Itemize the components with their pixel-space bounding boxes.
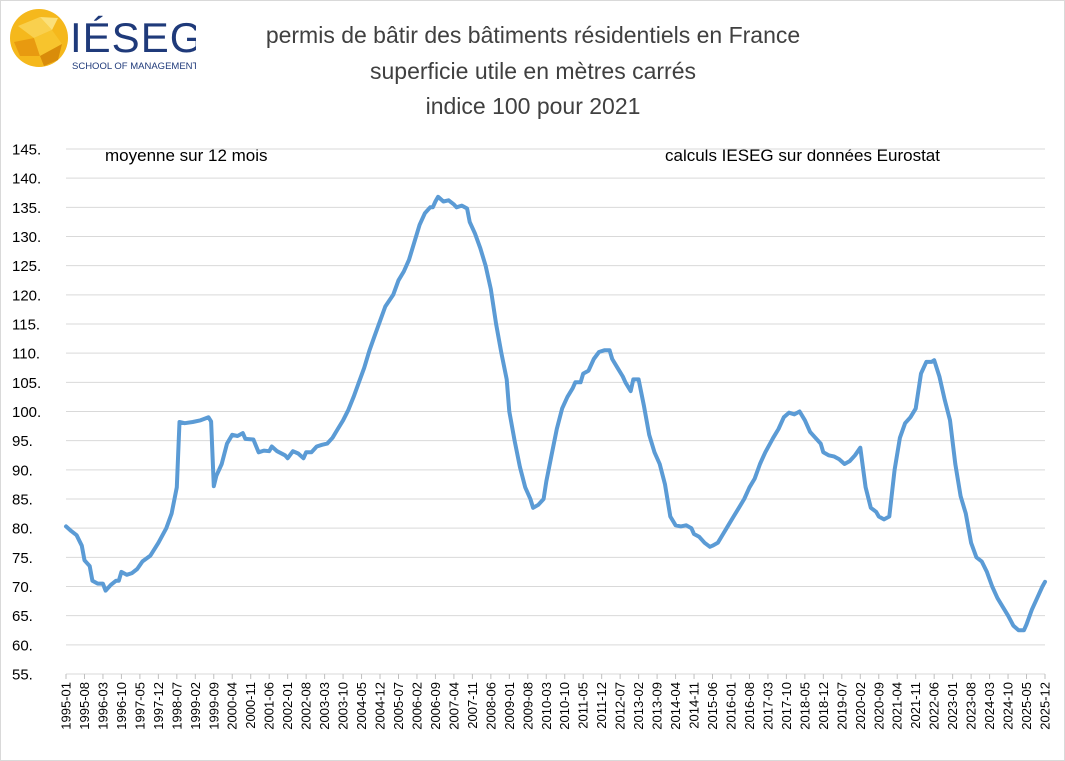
logo-globe-icon (10, 9, 68, 67)
logo-subtitle: SCHOOL OF MANAGEMENT (72, 61, 196, 72)
x-tick-label: 2025-12 (1038, 682, 1053, 730)
y-tick-label: 130. (12, 229, 41, 246)
x-tick-label: 2018-05 (797, 682, 812, 730)
x-tick-label: 2024-10 (1001, 682, 1016, 730)
x-tick-label: 2009-08 (520, 682, 535, 730)
x-tick-label: 2020-09 (871, 682, 886, 730)
y-tick-label: 90. (12, 462, 33, 479)
x-tick-label: 1996-10 (114, 682, 129, 730)
x-tick-label: 2006-09 (428, 682, 443, 730)
x-tick-label: 2008-06 (483, 682, 498, 730)
x-tick-label: 2021-04 (890, 682, 905, 730)
x-tick-label: 2013-02 (631, 682, 646, 730)
x-tick-label: 2016-01 (723, 682, 738, 730)
x-tick-label: 2013-09 (650, 682, 665, 730)
y-tick-label: 70. (12, 579, 33, 596)
x-tick-label: 2011-12 (594, 682, 609, 729)
x-tick-label: 2004-05 (354, 682, 369, 730)
y-tick-label: 95. (12, 433, 33, 450)
x-tick-label: 2022-06 (927, 682, 942, 730)
y-tick-label: 100. (12, 404, 41, 421)
x-tick-label: 1997-12 (151, 682, 166, 730)
x-tick-label: 2018-12 (816, 682, 831, 730)
x-tick-label: 1996-03 (95, 682, 110, 730)
x-tick-label: 1998-07 (169, 682, 184, 730)
x-tick-label: 2009-01 (502, 682, 517, 730)
chart-title-line-3: indice 100 pour 2021 (425, 93, 641, 119)
note-source: calculs IESEG sur données Eurostat (665, 146, 940, 165)
y-tick-label: 110. (12, 346, 40, 363)
x-tick-label: 2017-03 (760, 682, 775, 730)
x-tick-label: 2000-11 (243, 682, 258, 729)
x-tick-label: 2019-07 (834, 682, 849, 730)
y-tick-label: 115. (12, 317, 40, 334)
y-tick-label: 105. (12, 375, 41, 392)
logo-text: IÉSEG (70, 14, 196, 61)
x-tick-label: 2002-01 (280, 682, 295, 730)
y-tick-label: 60. (12, 637, 33, 654)
x-tick-label: 2015-06 (705, 682, 720, 730)
x-tick-label: 2003-10 (336, 682, 351, 730)
x-tick-label: 1999-02 (188, 682, 203, 730)
y-tick-label: 55. (12, 667, 33, 684)
x-tick-label: 1995-08 (77, 682, 92, 730)
x-tick-label: 2002-08 (299, 682, 314, 730)
chart-title-line-2: superficie utile en mètres carrés (370, 58, 696, 84)
x-tick-label: 2005-07 (391, 682, 406, 730)
series-line (64, 194, 1047, 633)
x-tick-label: 2006-02 (409, 682, 424, 730)
y-tick-label: 75. (12, 550, 33, 567)
y-tick-label: 140. (12, 171, 41, 188)
x-tick-label: 2017-10 (779, 682, 794, 730)
y-tick-label: 145. (12, 142, 41, 159)
x-tick-label: 2000-04 (225, 682, 240, 730)
x-tick-label: 2012-07 (613, 682, 628, 730)
x-tick-label: 2024-03 (982, 682, 997, 730)
x-tick-label: 2010-10 (557, 682, 572, 730)
x-tick-label: 2011-05 (576, 682, 591, 729)
y-tick-label: 65. (12, 608, 33, 625)
x-tick-label: 2001-06 (262, 682, 277, 730)
x-tick-label: 1999-09 (206, 682, 221, 730)
x-tick-label: 1995-01 (59, 682, 74, 730)
x-tick-label: 2007-04 (446, 682, 461, 730)
x-tick-label: 2023-01 (945, 682, 960, 730)
x-tick-label: 1997-05 (132, 682, 147, 730)
y-tick-label: 135. (12, 200, 41, 217)
x-tick-label: 2023-08 (964, 682, 979, 730)
ieseg-logo: IÉSEG SCHOOL OF MANAGEMENT (10, 9, 196, 72)
x-tick-label: 2004-12 (373, 682, 388, 730)
y-tick-label: 85. (12, 492, 33, 509)
x-tick-label: 2003-03 (317, 682, 332, 730)
y-tick-label: 80. (12, 521, 33, 538)
x-tick-label: 2007-11 (465, 682, 480, 729)
x-tick-label: 2021-11 (908, 682, 923, 729)
note-moving-average: moyenne sur 12 mois (105, 146, 268, 165)
x-tick-label: 2020-02 (853, 682, 868, 730)
y-tick-label: 125. (12, 258, 41, 275)
x-tick-label: 2016-08 (742, 682, 757, 730)
y-tick-label: 120. (12, 287, 41, 304)
x-tick-label: 2014-04 (668, 682, 683, 730)
x-tick-label: 2010-03 (539, 682, 554, 730)
chart-title-line-1: permis de bâtir des bâtiments résidentie… (265, 22, 801, 48)
x-tick-label: 2014-11 (687, 682, 702, 729)
x-tick-label: 2025-05 (1019, 682, 1034, 730)
